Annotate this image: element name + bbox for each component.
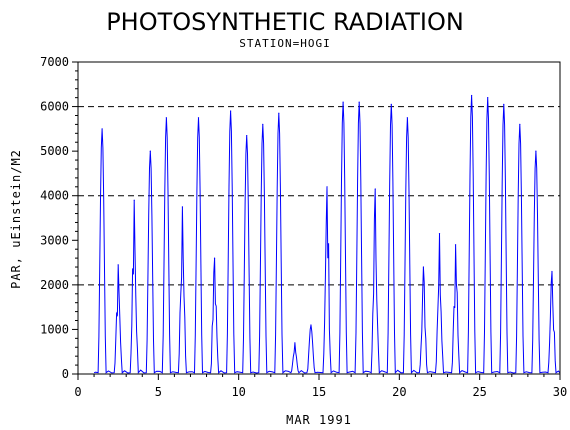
daily-peak-point bbox=[551, 270, 553, 273]
x-axis-label: MAR 1991 bbox=[286, 413, 352, 427]
reference-lines bbox=[78, 106, 560, 286]
x-tick-label: 30 bbox=[553, 385, 567, 399]
x-axis: 0 5 10 15 20 25 30 bbox=[74, 374, 567, 399]
x-tick-label: 15 bbox=[312, 385, 326, 399]
daily-peak-point bbox=[358, 101, 360, 103]
x-tick-label: 5 bbox=[155, 385, 162, 399]
daily-peak-point bbox=[197, 117, 200, 119]
daily-peak-point bbox=[535, 150, 537, 152]
y-axis: 0 1000 2000 3000 4000 5000 6000 7000 bbox=[40, 55, 78, 381]
y-tick-label: 0 bbox=[62, 367, 69, 381]
y-tick-label: 5000 bbox=[40, 144, 69, 158]
daily-peak-point bbox=[326, 186, 328, 188]
daily-peak-point bbox=[101, 128, 103, 130]
y-tick-label: 1000 bbox=[40, 322, 69, 336]
daily-peak-point bbox=[422, 266, 425, 268]
y-tick-label: 6000 bbox=[40, 100, 69, 114]
daily-peak-point bbox=[310, 324, 312, 326]
daily-peak-point bbox=[246, 134, 248, 137]
daily-peak-point bbox=[438, 233, 441, 235]
series-group bbox=[93, 94, 561, 374]
daily-peak-point bbox=[406, 117, 408, 119]
daily-peak-point bbox=[262, 123, 264, 125]
y-tick-label: 4000 bbox=[40, 189, 69, 203]
daily-peak-point bbox=[165, 117, 167, 119]
y-tick-label: 3000 bbox=[40, 233, 69, 247]
y-tick-label: 7000 bbox=[40, 55, 69, 69]
daily-peak-point bbox=[294, 342, 296, 344]
daily-peak-point bbox=[133, 199, 135, 201]
x-tick-label: 25 bbox=[472, 385, 486, 399]
x-tick-label: 10 bbox=[231, 385, 245, 399]
daily-peak-point bbox=[390, 103, 392, 105]
y-tick-label: 2000 bbox=[40, 278, 69, 292]
daily-peak-point bbox=[342, 101, 344, 103]
daily-peak-point bbox=[374, 188, 376, 190]
par-series-line bbox=[93, 95, 561, 374]
chart-subtitle: STATION=HOGI bbox=[239, 37, 330, 50]
daily-peak-point bbox=[230, 110, 232, 112]
daily-peak-point bbox=[487, 97, 489, 99]
x-tick-label: 20 bbox=[392, 385, 406, 399]
daily-peak-point bbox=[503, 103, 505, 105]
daily-peak-point bbox=[454, 244, 457, 246]
daily-peak-point bbox=[278, 112, 280, 114]
chart-title: PHOTOSYNTHETIC RADIATION bbox=[106, 8, 464, 36]
x-tick-label: 0 bbox=[74, 385, 81, 399]
daily-peak-point bbox=[117, 264, 119, 266]
daily-peak-point bbox=[149, 150, 151, 152]
daily-peak-point bbox=[471, 94, 473, 97]
daily-peak-point bbox=[213, 257, 216, 259]
daily-peak-point bbox=[181, 206, 184, 208]
y-axis-label: PAR, uEinstein/M2 bbox=[9, 149, 23, 289]
daily-peak-point bbox=[519, 123, 521, 125]
